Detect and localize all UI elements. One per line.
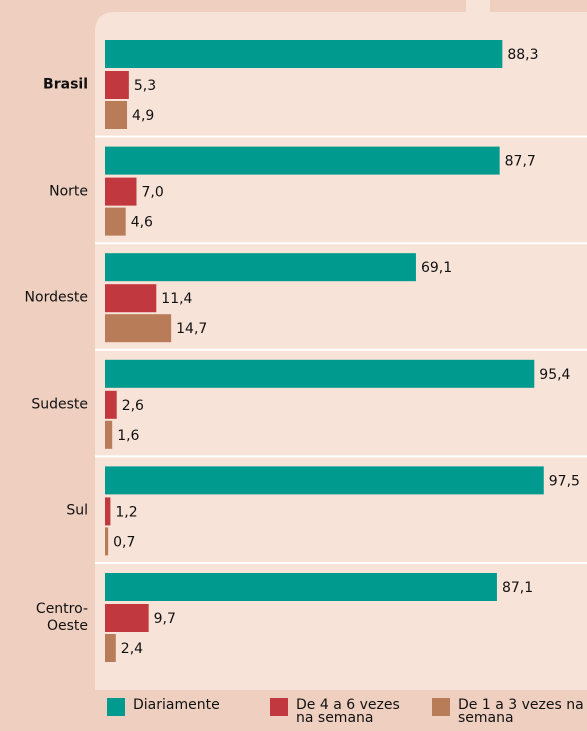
legend-swatch [107, 698, 125, 716]
category-label: Sul [66, 502, 88, 519]
category-label: Nordeste [24, 289, 88, 306]
legend-swatch [270, 698, 288, 716]
bar [105, 497, 111, 526]
bar [105, 146, 500, 175]
value-label: 14,7 [176, 321, 207, 337]
bar [105, 40, 503, 68]
value-label: 11,4 [161, 291, 192, 307]
value-label: 87,1 [502, 580, 533, 596]
value-label: 97,5 [549, 473, 580, 489]
value-label: 1,2 [115, 504, 137, 520]
bar [105, 284, 157, 313]
bar [105, 466, 544, 495]
value-label: 5,3 [134, 78, 156, 94]
value-label: 87,7 [505, 154, 536, 170]
bar [105, 573, 497, 601]
bar [105, 207, 126, 236]
value-label: 2,4 [121, 641, 143, 657]
bar [105, 527, 109, 556]
legend-label: De 1 a 3 vezes na semana [458, 697, 584, 726]
bar [105, 253, 416, 282]
bar [105, 390, 117, 419]
legend-swatch [432, 698, 450, 716]
value-label: 0,7 [113, 534, 135, 550]
category-label: Sudeste [31, 396, 88, 413]
category-label: Centro-Oeste [35, 601, 88, 634]
legend-label: Diariamente [133, 697, 220, 713]
value-label: 7,0 [142, 185, 164, 201]
bar [105, 634, 116, 662]
value-label: 69,1 [421, 260, 452, 276]
value-label: 88,3 [507, 47, 538, 63]
bar [105, 314, 172, 343]
value-label: 9,7 [154, 611, 176, 627]
bar [105, 101, 128, 129]
category-label: Brasil [43, 76, 88, 93]
value-label: 95,4 [539, 367, 570, 383]
value-label: 2,6 [122, 398, 144, 414]
category-label: Norte [49, 183, 88, 200]
bar [105, 420, 113, 449]
value-label: 4,6 [131, 215, 153, 231]
legend-label: De 4 a 6 vezes na semana [296, 697, 400, 726]
bar [105, 604, 149, 632]
value-label: 4,9 [132, 108, 154, 124]
value-label: 1,6 [117, 428, 139, 444]
bar [105, 177, 137, 206]
bar [105, 71, 129, 99]
bar [105, 359, 535, 388]
